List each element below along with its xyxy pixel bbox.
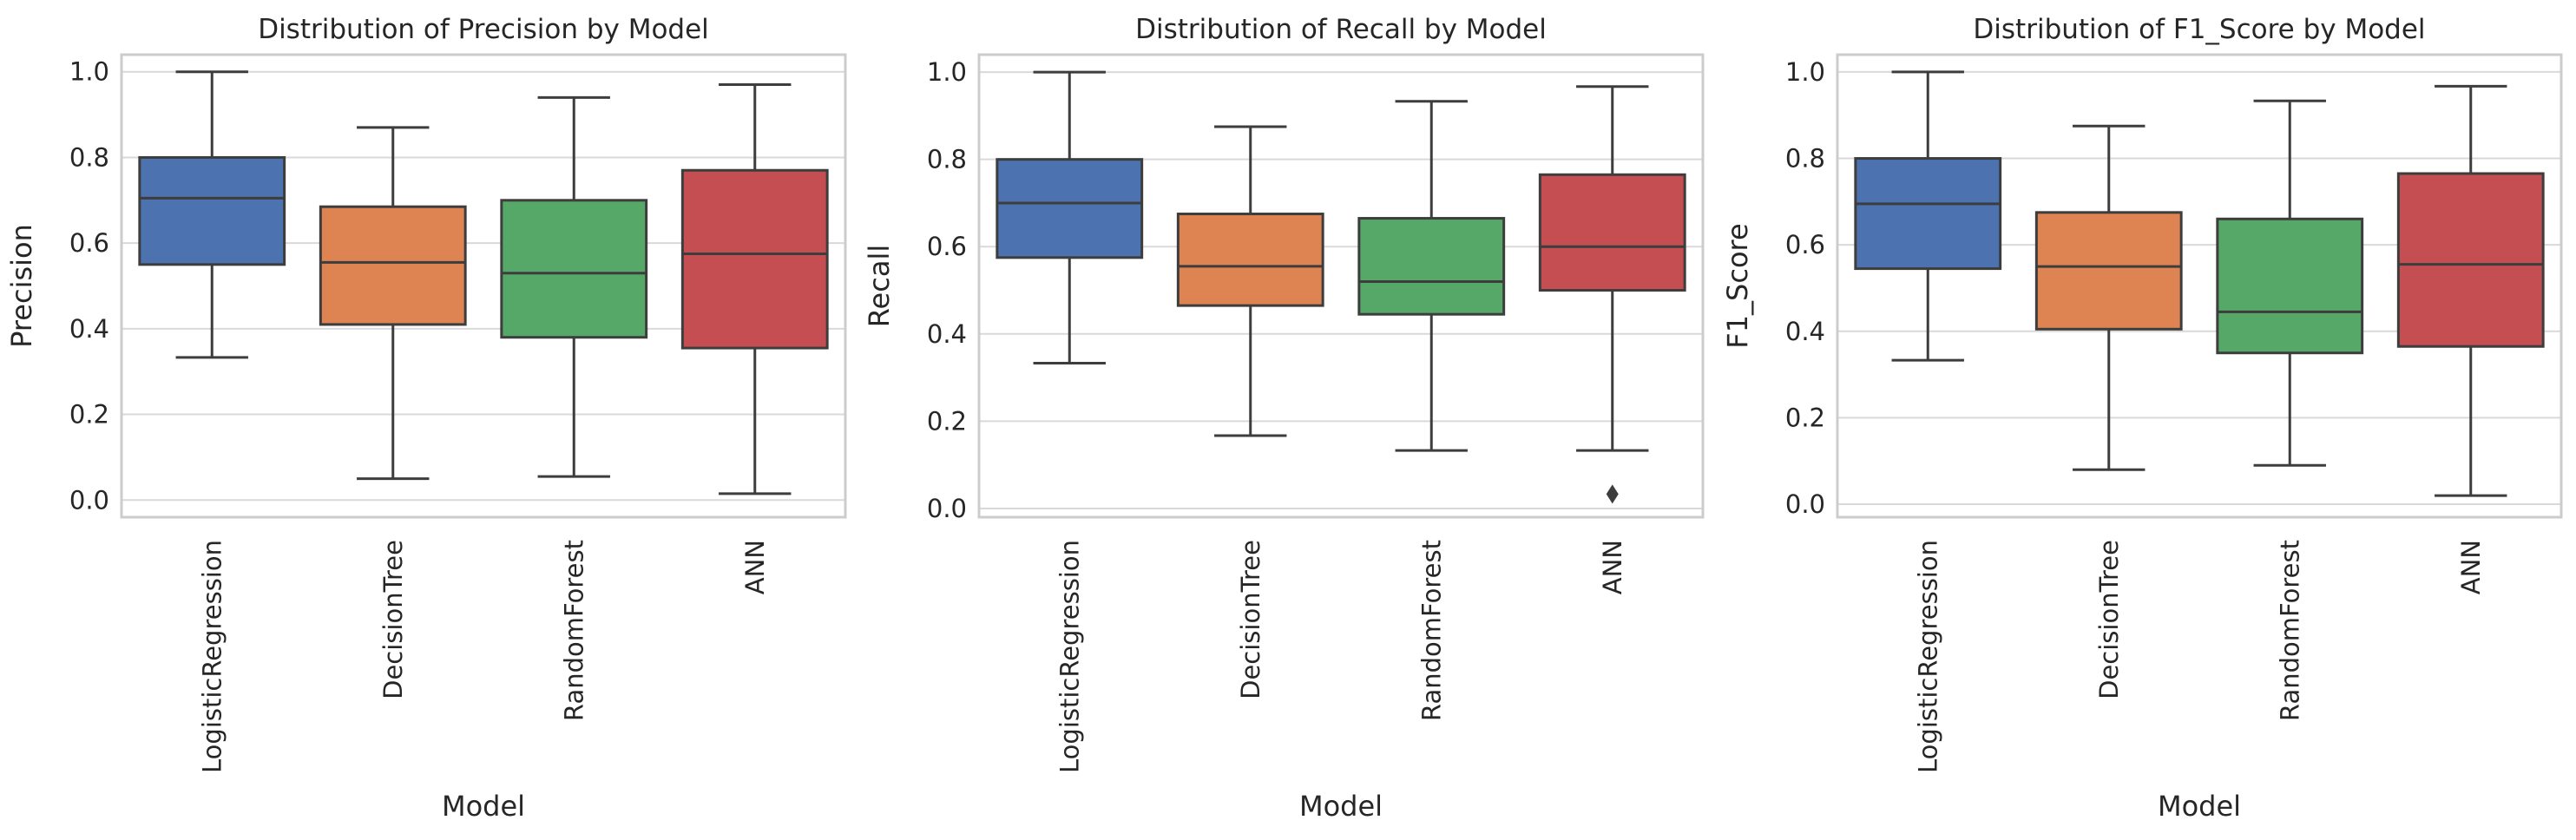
panel-3: 0.0 0.2 0.4 0.6 0.8 1.0 LogisticRegression Deci… <box>1721 14 2563 823</box>
x-tick-label: ANN <box>740 540 770 594</box>
x-tick-label: LogisticRegression <box>197 540 227 773</box>
box-ANN <box>1538 85 1686 504</box>
iqr-box <box>996 158 1144 259</box>
y-tick-label: 1.0 <box>927 57 967 87</box>
y-axis-label: F1_Score <box>1721 223 1754 348</box>
x-tick-label: DecisionTree <box>1236 540 1265 699</box>
x-tick-label: DecisionTree <box>378 540 408 699</box>
y-tick-label: 1.0 <box>69 57 109 87</box>
iqr-box <box>1357 217 1506 316</box>
box-RandomForest <box>1357 100 1506 452</box>
y-tick-label: 0.2 <box>1785 403 1825 432</box>
x-tick-label: RandomForest <box>559 540 588 721</box>
box-LogisticRegression <box>138 70 286 359</box>
y-tick-label: 0.0 <box>927 494 967 523</box>
iqr-box <box>680 168 829 350</box>
iqr-box <box>2216 217 2364 355</box>
axes-frame <box>977 53 1705 519</box>
box-DecisionTree <box>1176 125 1324 437</box>
axes-frame <box>1836 53 2563 519</box>
x-tick-label: ANN <box>2456 540 2486 594</box>
iqr-box <box>138 155 286 266</box>
box-RandomForest <box>2216 99 2364 467</box>
y-tick-label: 0.0 <box>69 485 109 515</box>
y-tick-label: 0.8 <box>69 142 109 172</box>
y-tick-label: 0.6 <box>69 228 109 258</box>
x-tick-label: DecisionTree <box>2094 540 2124 699</box>
chart-title: Distribution of Recall by Model <box>1135 14 1547 45</box>
y-tick-label: 0.4 <box>69 314 109 344</box>
y-tick-label: 0.2 <box>69 400 109 430</box>
y-tick-label: 0.4 <box>927 319 967 349</box>
y-axis-label: Recall <box>863 245 896 327</box>
iqr-box <box>500 199 648 339</box>
x-tick-label: LogisticRegression <box>1055 540 1084 773</box>
box-ANN <box>680 83 829 495</box>
outlier-marker <box>1606 484 1619 504</box>
iqr-box <box>1854 157 2002 271</box>
y-tick-label: 0.6 <box>927 232 967 261</box>
iqr-box <box>319 205 467 326</box>
y-tick-label: 0.0 <box>1785 489 1825 519</box>
iqr-box <box>2034 211 2183 331</box>
box-DecisionTree <box>2034 124 2183 471</box>
y-tick-label: 0.8 <box>927 145 967 174</box>
x-tick-label: LogisticRegression <box>1913 540 1942 773</box>
y-tick-label: 0.8 <box>1785 144 1825 174</box>
y-tick-label: 0.2 <box>927 406 967 436</box>
iqr-box <box>2396 172 2545 348</box>
x-axis-label: Model <box>1299 790 1383 823</box>
box-DecisionTree <box>319 126 467 481</box>
box-RandomForest <box>500 95 648 478</box>
chart-title: Distribution of F1_Score by Model <box>1973 14 2425 45</box>
panel-2: 0.0 0.2 0.4 0.6 0.8 1.0 LogisticRegression Deci… <box>863 14 1705 823</box>
y-tick-label: 1.0 <box>1785 57 1825 87</box>
panel-1: 0.0 0.2 0.4 0.6 0.8 1.0 LogisticRegression Deci… <box>5 14 847 823</box>
axes-frame <box>120 53 847 519</box>
x-axis-label: Model <box>442 790 525 823</box>
box-LogisticRegression <box>996 70 1144 365</box>
x-tick-label: RandomForest <box>2275 540 2304 721</box>
box-LogisticRegression <box>1854 70 2002 362</box>
x-tick-label: ANN <box>1598 540 1627 594</box>
x-axis-label: Model <box>2158 790 2241 823</box>
x-tick-label: RandomForest <box>1416 540 1446 721</box>
chart-title: Distribution of Precision by Model <box>258 14 709 45</box>
y-tick-label: 0.4 <box>1785 317 1825 346</box>
box-ANN <box>2396 84 2545 497</box>
iqr-box <box>1538 173 1686 292</box>
y-axis-label: Precision <box>5 224 38 348</box>
y-tick-label: 0.6 <box>1785 230 1825 259</box>
iqr-box <box>1176 213 1324 307</box>
